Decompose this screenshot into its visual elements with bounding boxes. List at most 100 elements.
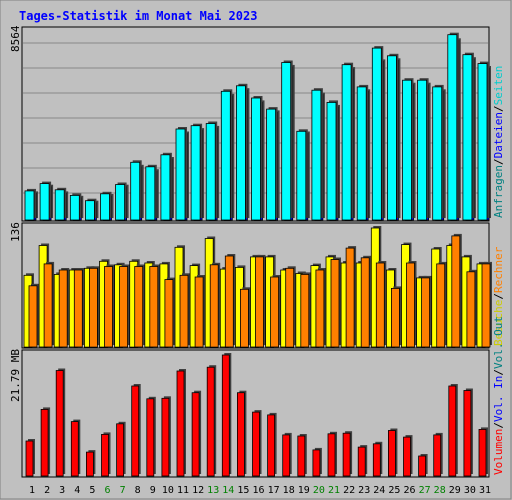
x-tick-label: 31 (479, 485, 491, 496)
sites-bar (315, 269, 325, 348)
x-tick-label: 3 (59, 485, 65, 496)
legend-entry: Besuche (492, 300, 505, 346)
volume-bar (101, 433, 109, 477)
chart-title: Tages-Statistik im Monat Mai 2023 (19, 9, 257, 23)
volume-ymax-label: 21.79 MB (9, 349, 22, 402)
x-tick-label: 16 (252, 485, 264, 496)
sites-bar (58, 269, 68, 348)
x-tick-label: 29 (449, 485, 461, 496)
x-tick-label: 25 (388, 485, 400, 496)
legend-separator: / (492, 422, 505, 429)
hits-bar (417, 79, 428, 221)
legend-entry: Vol. In (492, 376, 505, 422)
sites-bar (345, 247, 355, 348)
x-tick-label: 27 (419, 485, 431, 496)
volume-bar (131, 385, 140, 477)
legend-separator: / (492, 158, 505, 165)
volume-bar (312, 449, 321, 477)
sites-bar (224, 255, 234, 348)
hits-bar (266, 108, 277, 221)
volume-bar (176, 370, 185, 477)
x-tick-label: 7 (120, 485, 126, 496)
sites-bar (360, 257, 370, 348)
hits-bar (402, 79, 412, 221)
legend-entry: Vol. Out (492, 316, 505, 369)
sites-bar (179, 274, 189, 348)
hits-ymax-label: 8564 (9, 25, 22, 52)
x-tick-label: 5 (89, 485, 95, 496)
x-tick-label: 23 (358, 485, 370, 496)
sites-bar (421, 277, 431, 348)
x-tick-label: 1 (29, 485, 35, 496)
volume-bar (206, 366, 215, 477)
hits-bar (100, 193, 110, 221)
hits-bar (175, 128, 186, 221)
hits-bar (371, 47, 382, 221)
x-tick-label: 22 (343, 485, 355, 496)
hits-bar (39, 183, 50, 221)
volume-bar (357, 446, 366, 477)
x-tick-label: 12 (192, 485, 204, 496)
hits-bar (477, 63, 488, 221)
volume-bar (40, 408, 49, 477)
sites-bar (73, 269, 83, 348)
volume-bar (267, 414, 276, 477)
volume-bar (161, 397, 170, 477)
x-tick-label: 4 (74, 485, 80, 496)
hits-bar (447, 34, 458, 221)
legend-entry: Volumen (492, 429, 505, 475)
sites-bar (239, 288, 249, 348)
hits-bar (160, 154, 171, 221)
sites-bar (209, 264, 219, 348)
sites-bar (43, 263, 53, 348)
x-tick-label: 9 (150, 485, 156, 496)
volume-bar (463, 390, 472, 477)
legend-entry: Dateien (492, 112, 505, 158)
x-tick-label: 14 (222, 485, 234, 496)
sites-bar (436, 263, 446, 348)
bars (23, 32, 492, 477)
x-tick-label: 15 (237, 485, 249, 496)
volume-bar (327, 433, 336, 477)
legend-separator: / (492, 369, 505, 376)
hits-bar (24, 190, 35, 221)
x-tick-label: 18 (283, 485, 295, 496)
legend-entry: Rechner (492, 246, 505, 293)
sites-bar (390, 287, 400, 348)
sites-bar (451, 235, 461, 348)
legend-entry: Anfragen (492, 165, 505, 218)
sites-bar (194, 276, 204, 348)
sites-bar (255, 256, 264, 348)
hits-bar (296, 130, 307, 221)
sites-bar (164, 279, 174, 348)
volume-bar (403, 436, 411, 477)
volume-bar (297, 435, 306, 477)
sites-bar (466, 271, 476, 348)
visits-legend: Besuche/Rechner (492, 246, 505, 346)
legend-separator: / (492, 105, 505, 112)
x-tick-label: 19 (298, 485, 310, 496)
hits-bar (356, 86, 367, 221)
sites-bar (270, 276, 280, 348)
volume-bar (418, 455, 427, 477)
hits-bar (235, 85, 246, 221)
hits-bar (54, 189, 65, 221)
volume-bar (252, 411, 260, 477)
hits-bar (130, 161, 141, 221)
volume-bar (70, 421, 79, 477)
hits-bar (69, 194, 80, 221)
hits-bar (190, 125, 201, 221)
volume-bar (221, 354, 230, 477)
x-axis-labels: 1 2 3 4 5 6 7 8 9 10 11 12 13 14 15 16 17 18 19 20 21 22 23 24 2… (29, 485, 491, 496)
volume-bar (342, 432, 351, 477)
x-tick-label: 2 (44, 485, 50, 496)
hits-bar (85, 200, 95, 221)
sites-bar (134, 266, 144, 348)
volume-bar (55, 370, 64, 477)
hits-bar (311, 89, 322, 221)
hits-bar (205, 123, 216, 221)
sites-bar (285, 267, 295, 348)
hits-legend: Anfragen/Dateien/Seiten (492, 66, 505, 218)
